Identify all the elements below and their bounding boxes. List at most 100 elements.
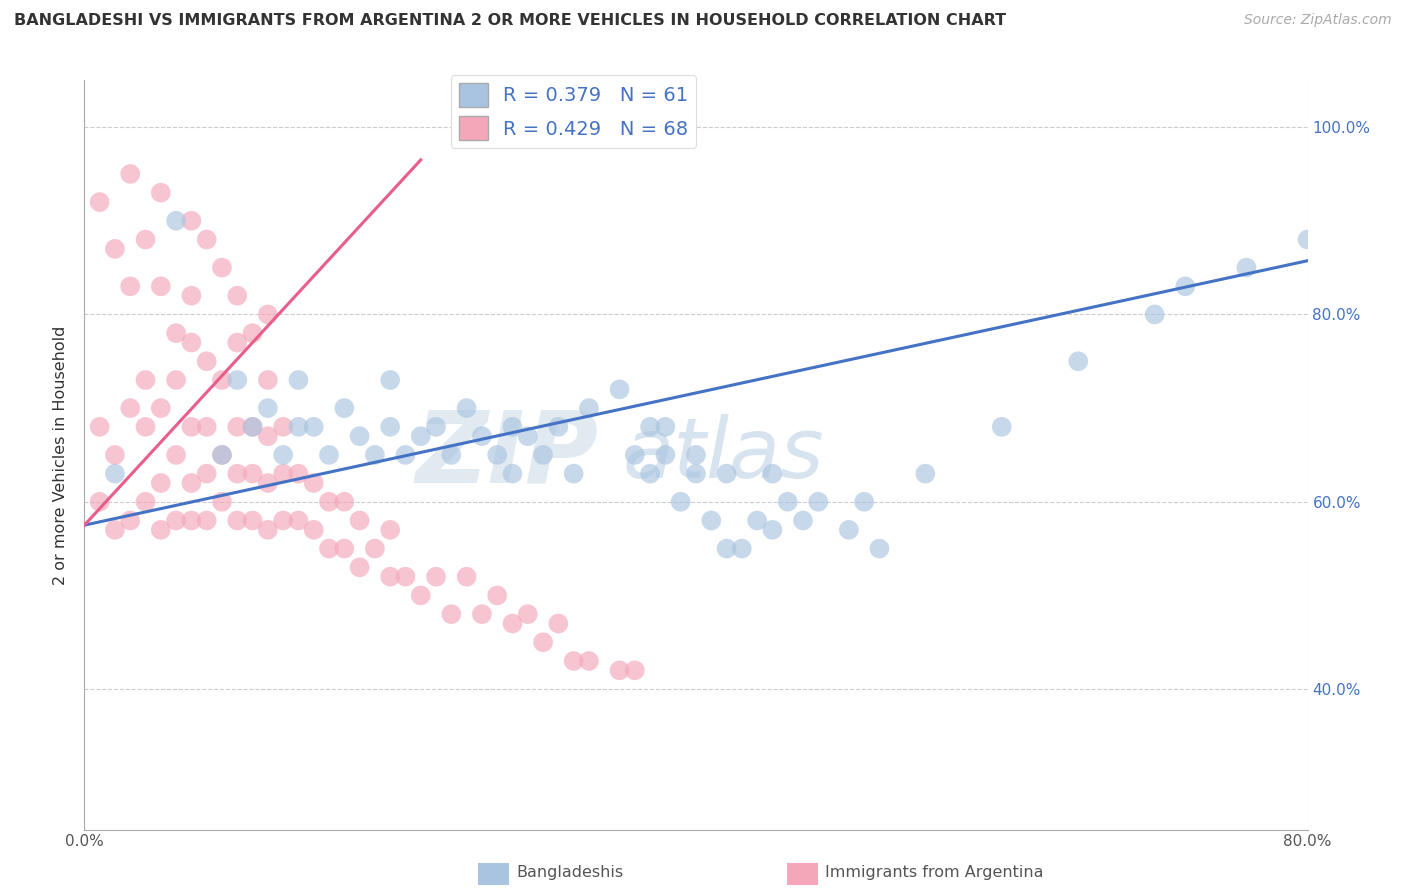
Point bbox=[211, 373, 233, 387]
Point bbox=[242, 326, 264, 341]
Point bbox=[242, 419, 264, 434]
Point bbox=[318, 541, 340, 556]
Point bbox=[731, 541, 754, 556]
Point bbox=[578, 654, 600, 668]
Point bbox=[287, 467, 309, 481]
Point bbox=[271, 514, 294, 528]
Point bbox=[761, 467, 783, 481]
Point bbox=[149, 186, 172, 200]
Point bbox=[226, 335, 249, 350]
Text: BANGLADESHI VS IMMIGRANTS FROM ARGENTINA 2 OR MORE VEHICLES IN HOUSEHOLD CORRELA: BANGLADESHI VS IMMIGRANTS FROM ARGENTINA… bbox=[14, 13, 1007, 29]
Point bbox=[104, 448, 127, 462]
Point bbox=[685, 448, 707, 462]
Point bbox=[349, 514, 371, 528]
Point bbox=[287, 373, 309, 387]
Point bbox=[195, 354, 218, 368]
Point bbox=[486, 589, 509, 603]
Point bbox=[1174, 279, 1197, 293]
Point bbox=[120, 401, 142, 416]
Point bbox=[394, 570, 416, 584]
Point bbox=[333, 494, 356, 508]
Point bbox=[226, 514, 249, 528]
Point bbox=[211, 494, 233, 508]
Point bbox=[624, 448, 647, 462]
Point bbox=[638, 419, 661, 434]
Point bbox=[120, 279, 142, 293]
Point bbox=[425, 419, 447, 434]
Point bbox=[531, 635, 554, 649]
Point bbox=[226, 289, 249, 303]
Point bbox=[180, 419, 202, 434]
Point bbox=[104, 523, 127, 537]
Point bbox=[89, 195, 111, 210]
Point bbox=[654, 448, 676, 462]
Point bbox=[120, 167, 142, 181]
Point bbox=[440, 607, 463, 622]
Point bbox=[195, 514, 218, 528]
Point bbox=[471, 607, 494, 622]
Point bbox=[165, 326, 187, 341]
Point bbox=[547, 616, 569, 631]
Point bbox=[425, 570, 447, 584]
Point bbox=[242, 419, 264, 434]
Point bbox=[104, 242, 127, 256]
Point bbox=[456, 401, 478, 416]
Point bbox=[792, 514, 814, 528]
Point bbox=[1143, 307, 1166, 321]
Point bbox=[242, 514, 264, 528]
Point bbox=[562, 467, 585, 481]
Point bbox=[302, 476, 325, 491]
Point bbox=[149, 401, 172, 416]
Point bbox=[271, 467, 294, 481]
Point bbox=[380, 523, 402, 537]
Text: ZIP: ZIP bbox=[415, 407, 598, 503]
Point bbox=[409, 589, 432, 603]
Point bbox=[242, 467, 264, 481]
Point bbox=[149, 279, 172, 293]
Point bbox=[318, 448, 340, 462]
Point bbox=[165, 514, 187, 528]
Point bbox=[654, 419, 676, 434]
Point bbox=[318, 494, 340, 508]
Point bbox=[195, 419, 218, 434]
Point bbox=[562, 654, 585, 668]
Point bbox=[149, 476, 172, 491]
Point bbox=[486, 448, 509, 462]
Point bbox=[1236, 260, 1258, 275]
Point bbox=[609, 664, 631, 678]
Point bbox=[271, 448, 294, 462]
Point bbox=[257, 307, 280, 321]
Point bbox=[211, 260, 233, 275]
Point bbox=[257, 401, 280, 416]
Point bbox=[257, 523, 280, 537]
Point bbox=[302, 523, 325, 537]
Point bbox=[440, 448, 463, 462]
Point bbox=[333, 541, 356, 556]
Point bbox=[257, 429, 280, 443]
Point bbox=[380, 419, 402, 434]
Point bbox=[380, 570, 402, 584]
Point bbox=[302, 419, 325, 434]
Point bbox=[135, 232, 157, 246]
Point bbox=[547, 419, 569, 434]
Point bbox=[776, 494, 799, 508]
Point bbox=[165, 448, 187, 462]
Point bbox=[364, 448, 387, 462]
Point bbox=[761, 523, 783, 537]
Text: atlas: atlas bbox=[623, 415, 824, 495]
Point bbox=[135, 373, 157, 387]
Point bbox=[700, 514, 723, 528]
Point bbox=[180, 514, 202, 528]
Point bbox=[349, 429, 371, 443]
Point bbox=[716, 541, 738, 556]
Point bbox=[502, 467, 524, 481]
Point bbox=[747, 514, 769, 528]
Point bbox=[531, 448, 554, 462]
Point bbox=[516, 429, 538, 443]
Y-axis label: 2 or more Vehicles in Household: 2 or more Vehicles in Household bbox=[53, 326, 69, 584]
Point bbox=[104, 467, 127, 481]
Point bbox=[333, 401, 356, 416]
Point bbox=[180, 289, 202, 303]
Point bbox=[1372, 120, 1395, 134]
Text: Immigrants from Argentina: Immigrants from Argentina bbox=[825, 865, 1043, 880]
